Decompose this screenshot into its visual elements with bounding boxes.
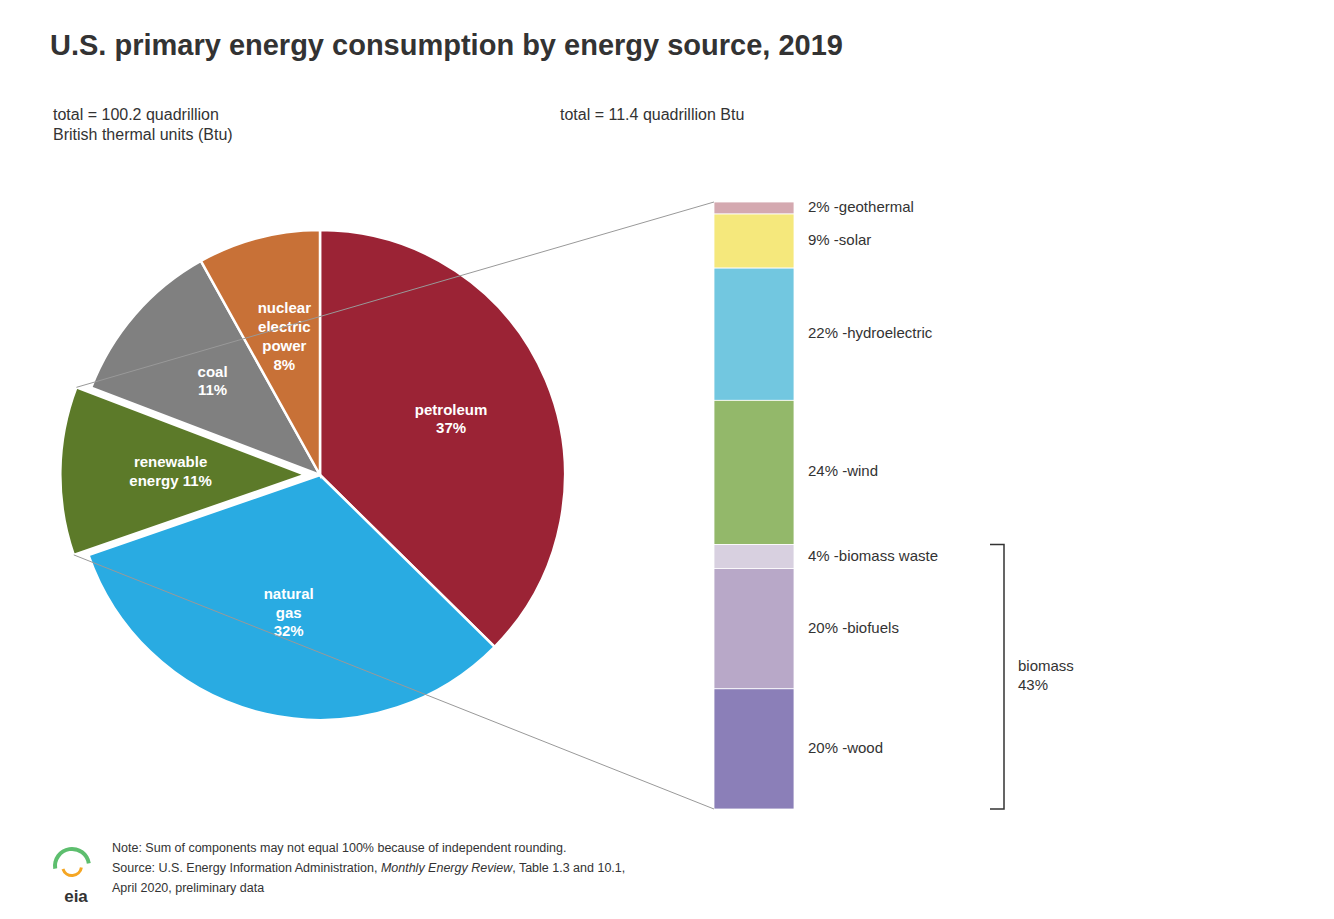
subtitle: total = 100.2 quadrillion British thermal… <box>53 106 233 143</box>
slice-label-line: 8% <box>273 356 295 373</box>
logo-text: eia <box>64 887 88 906</box>
segment-label: 9% -solar <box>808 231 871 248</box>
connector <box>74 555 714 809</box>
slice-label-line: petroleum <box>415 401 488 418</box>
bracket <box>990 545 1004 809</box>
slice-label-line: energy 11% <box>129 472 212 489</box>
segment-label: 2% -geothermal <box>808 198 914 215</box>
annotation: biomass 43% <box>1018 657 1074 693</box>
slice-label-line: coal <box>198 363 228 380</box>
slice-label: petroleum37% <box>415 401 488 437</box>
segment-label: 20% -wood <box>808 739 883 756</box>
segment-label: 4% -biomass waste <box>808 547 938 564</box>
footnote-part: Source: U.S. Energy Information Administ… <box>112 861 381 875</box>
bar-segment <box>714 545 794 569</box>
annotation-line: 43% <box>1018 676 1048 693</box>
slice-label-line: gas <box>276 604 302 621</box>
slice-label: coal11% <box>198 363 228 399</box>
slice-label: nuclearelectricpower8% <box>258 299 312 372</box>
subtitle-line: British thermal units (Btu) <box>53 126 233 143</box>
bar-segment <box>714 214 794 268</box>
title: U.S. primary energy consumption by energ… <box>50 29 843 61</box>
slice-label-line: natural <box>264 585 314 602</box>
slice-label-line: power <box>262 337 306 354</box>
bar-segment <box>714 569 794 689</box>
logo: eia <box>53 847 91 906</box>
subtitle-line: total = 11.4 quadrillion Btu <box>560 106 744 123</box>
segment-label: 22% -hydroelectric <box>808 324 933 341</box>
pie-slice <box>201 230 320 475</box>
slice-label-line: renewable <box>134 453 207 470</box>
chart: U.S. primary energy consumption by energ… <box>0 0 1334 919</box>
slice-label-line: 37% <box>436 419 466 436</box>
segment-label: 24% -wind <box>808 462 878 479</box>
footnote-part: Monthly Energy Review <box>381 861 513 875</box>
bar-segment <box>714 268 794 400</box>
stacked-bar <box>714 202 794 809</box>
slice-label: natural gas32% <box>264 585 314 640</box>
bar-segment <box>714 202 794 214</box>
logo-swoosh <box>53 847 91 869</box>
slice-label-line: 32% <box>274 622 304 639</box>
annotation-line: biomass <box>1018 657 1074 674</box>
bar-segment <box>714 689 794 809</box>
pie: petroleum37% natural gas32% renewable energy… <box>60 230 565 720</box>
subtitle: total = 11.4 quadrillion Btu <box>560 106 744 123</box>
subtitle-line: total = 100.2 quadrillion <box>53 106 219 123</box>
segment-label: 20% -biofuels <box>808 619 899 636</box>
footnote: Note: Sum of components may not equal 10… <box>112 841 566 855</box>
bar-segment <box>714 400 794 544</box>
footnote: April 2020, preliminary data <box>112 881 264 895</box>
logo-swoosh <box>62 867 83 877</box>
slice-label: renewable energy 11% <box>129 453 212 489</box>
slice-label-line: nuclear <box>258 299 312 316</box>
footnote-part: , Table 1.3 and 10.1, <box>512 861 625 875</box>
slice-label-line: 11% <box>198 381 227 398</box>
footnote: Source: U.S. Energy Information Administ… <box>112 861 625 875</box>
connector <box>76 202 714 387</box>
